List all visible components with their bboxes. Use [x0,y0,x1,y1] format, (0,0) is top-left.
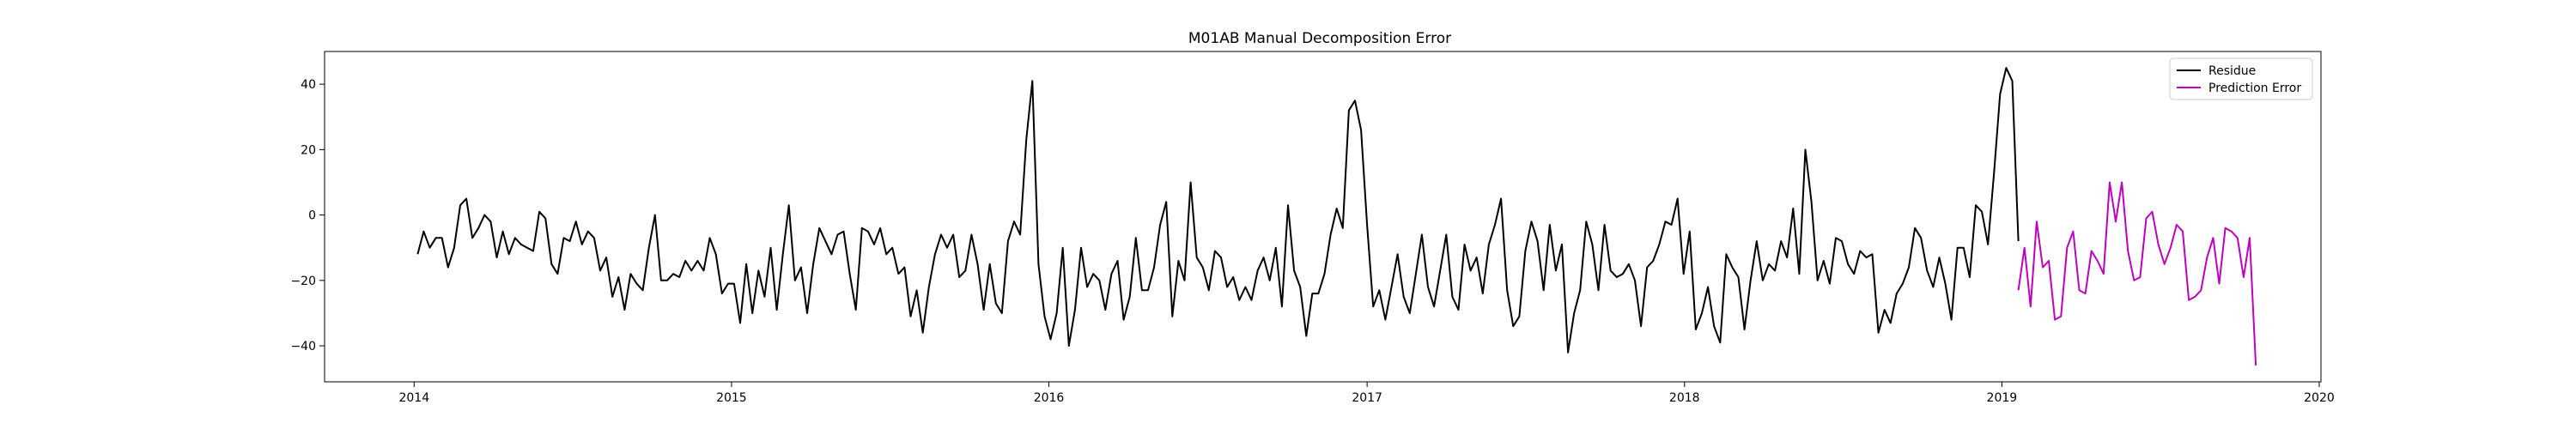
x-tick-label: 2018 [1669,391,1700,405]
y-tick-label: 20 [301,143,316,157]
legend-label: Residue [2208,64,2256,78]
legend: Residue Prediction Error [2169,57,2313,100]
series-layer [416,67,2257,366]
y-tick-label: 0 [308,209,316,223]
x-axis: 2014 2015 2016 2017 2018 2019 2020 [398,382,2335,405]
x-tick-label: 2017 [1352,391,1382,405]
y-axis: −40 −20 0 20 40 [290,78,325,353]
x-tick-label: 2019 [1987,391,2018,405]
legend-label: Prediction Error [2208,82,2301,95]
plot-frame [324,51,2322,383]
y-tick-label: −20 [290,275,316,288]
plot-area: 2014 2015 2016 2017 2018 2019 2020 −40 −20 0 20 40 [290,51,2335,405]
y-tick-label: 40 [301,78,316,92]
x-tick-label: 2020 [2304,391,2335,405]
y-tick-label: −40 [290,340,316,353]
series-line-1 [416,67,2020,353]
legend-box [2169,57,2313,100]
chart-title: M01AB Manual Decomposition Error [1188,30,1451,47]
x-tick-label: 2015 [716,391,747,405]
x-tick-label: 2014 [398,391,429,405]
series-line-2 [2017,181,2257,366]
x-tick-label: 2016 [1034,391,1065,405]
